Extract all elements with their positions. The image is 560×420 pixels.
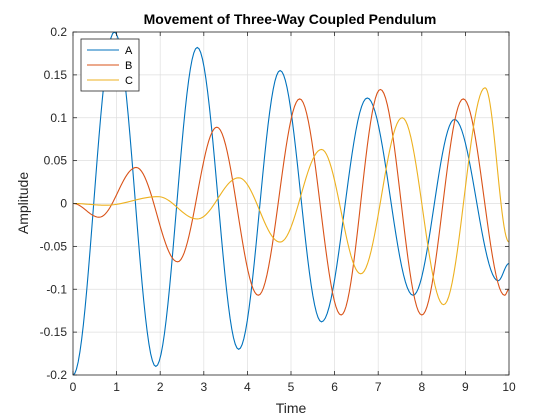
x-tick-label: 5 [288,380,295,394]
series-line-c [73,87,509,306]
x-tick-label: 0 [70,380,77,394]
y-axis-label: Amplitude [15,172,31,234]
y-axis: -0.2 -0.15 -0.1 -0.05 0 0.05 0.1 0.15 0.2 [40,25,509,382]
x-tick-label: 6 [331,380,338,394]
x-tick-label: 7 [375,380,382,394]
y-tick-label: 0.1 [50,111,67,125]
legend: ABC [80,38,140,92]
x-tick-label: 3 [200,380,207,394]
x-axis: 0 1 2 3 4 5 6 7 8 9 10 [70,32,516,394]
x-tick-label: 9 [462,380,469,394]
x-tick-label: 10 [502,380,516,394]
x-tick-label: 1 [113,380,120,394]
y-tick-label: 0.05 [44,154,68,168]
series-line-b [73,88,509,316]
y-tick-label: 0 [60,197,67,211]
y-tick-label: 0.2 [50,25,67,39]
y-tick-label: 0.15 [44,68,68,82]
y-tick-label: -0.1 [46,282,67,296]
legend-label-c: C [125,75,133,87]
series-layer [73,32,509,375]
x-tick-label: 8 [418,380,425,394]
chart-title: Movement of Three-Way Coupled Pendulum [144,11,437,27]
y-tick-label: -0.05 [40,239,68,253]
y-tick-label: -0.15 [40,325,68,339]
x-tick-label: 4 [244,380,251,394]
x-axis-label: Time [276,400,307,416]
x-tick-label: 2 [157,380,164,394]
legend-label-b: B [125,60,132,72]
legend-label-a: A [125,45,133,57]
y-tick-label: -0.2 [46,368,67,382]
